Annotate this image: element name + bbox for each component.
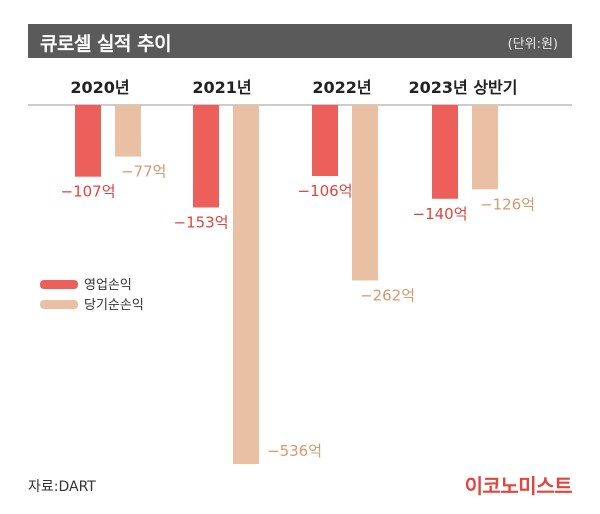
- net-bar: [233, 105, 259, 464]
- legend-label-net: 당기순손익: [84, 298, 144, 313]
- operating-bar: [432, 105, 458, 199]
- operating-data-label: −140억: [413, 205, 468, 223]
- operating-bar: [193, 105, 219, 208]
- operating-data-label: −107억: [61, 183, 116, 201]
- category-label: 2021년: [192, 78, 251, 97]
- title-bar: 큐로셀 실적 추이 (단위:원): [28, 24, 572, 58]
- legend-swatch-operating: [40, 280, 78, 289]
- source-label: 자료:DART: [28, 479, 96, 495]
- net-data-label: −262억: [360, 286, 415, 304]
- net-bar: [472, 105, 498, 190]
- category-label: 2022년: [312, 78, 371, 97]
- operating-bar: [312, 105, 338, 176]
- category-label: 2020년: [70, 78, 129, 97]
- net-bar: [352, 105, 378, 281]
- unit-label: (단위:원): [507, 37, 558, 52]
- chart-title: 큐로셀 실적 추이: [40, 33, 172, 55]
- brand-logo: 이코노미스트: [464, 474, 573, 498]
- legend-swatch-net: [40, 300, 78, 309]
- net-data-label: −77억: [121, 163, 166, 181]
- category-label: 2023년 상반기: [409, 78, 518, 97]
- operating-data-label: −153억: [174, 213, 229, 231]
- operating-data-label: −106억: [298, 182, 353, 200]
- operating-bar: [75, 105, 101, 177]
- net-data-label: −126억: [480, 195, 535, 213]
- net-bar: [115, 105, 141, 157]
- legend-label-operating: 영업손익: [84, 278, 132, 293]
- net-data-label: −536억: [267, 442, 322, 460]
